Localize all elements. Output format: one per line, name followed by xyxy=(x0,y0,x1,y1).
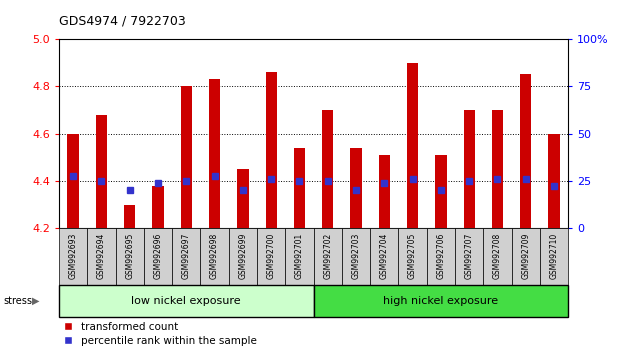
Text: GSM992702: GSM992702 xyxy=(324,233,332,279)
Bar xyxy=(548,134,560,228)
FancyBboxPatch shape xyxy=(512,228,540,285)
Bar xyxy=(266,72,277,228)
Text: GSM992695: GSM992695 xyxy=(125,233,134,279)
Text: GSM992694: GSM992694 xyxy=(97,233,106,279)
FancyBboxPatch shape xyxy=(201,228,229,285)
Text: GSM992710: GSM992710 xyxy=(550,233,558,279)
Bar xyxy=(68,134,79,228)
Text: GSM992703: GSM992703 xyxy=(351,233,361,279)
FancyBboxPatch shape xyxy=(370,228,399,285)
FancyBboxPatch shape xyxy=(314,228,342,285)
FancyBboxPatch shape xyxy=(399,228,427,285)
Bar xyxy=(492,110,503,228)
FancyBboxPatch shape xyxy=(59,285,314,317)
FancyBboxPatch shape xyxy=(483,228,512,285)
Text: GSM992708: GSM992708 xyxy=(493,233,502,279)
FancyBboxPatch shape xyxy=(427,228,455,285)
FancyBboxPatch shape xyxy=(59,228,88,285)
Text: low nickel exposure: low nickel exposure xyxy=(132,296,241,306)
Bar xyxy=(435,155,446,228)
Text: stress: stress xyxy=(3,296,32,306)
Bar xyxy=(294,148,305,228)
Bar xyxy=(520,74,532,228)
Text: GSM992698: GSM992698 xyxy=(210,233,219,279)
Text: GSM992707: GSM992707 xyxy=(465,233,474,279)
Text: GSM992693: GSM992693 xyxy=(69,233,78,279)
Text: GSM992706: GSM992706 xyxy=(437,233,445,279)
Bar xyxy=(350,148,361,228)
FancyBboxPatch shape xyxy=(314,285,568,317)
FancyBboxPatch shape xyxy=(116,228,144,285)
Bar xyxy=(96,115,107,228)
Text: high nickel exposure: high nickel exposure xyxy=(383,296,499,306)
Text: GSM992700: GSM992700 xyxy=(266,233,276,279)
FancyBboxPatch shape xyxy=(229,228,257,285)
Legend: transformed count, percentile rank within the sample: transformed count, percentile rank withi… xyxy=(64,322,256,346)
Text: GSM992701: GSM992701 xyxy=(295,233,304,279)
Text: GSM992704: GSM992704 xyxy=(380,233,389,279)
Text: ▶: ▶ xyxy=(32,296,40,306)
Text: GSM992696: GSM992696 xyxy=(153,233,163,279)
Bar xyxy=(181,86,192,228)
Bar xyxy=(407,63,419,228)
Text: GSM992709: GSM992709 xyxy=(521,233,530,279)
FancyBboxPatch shape xyxy=(257,228,285,285)
FancyBboxPatch shape xyxy=(285,228,314,285)
Bar xyxy=(209,79,220,228)
Bar xyxy=(237,169,248,228)
Text: GDS4974 / 7922703: GDS4974 / 7922703 xyxy=(59,15,186,28)
Bar xyxy=(463,110,475,228)
Bar xyxy=(124,205,135,228)
FancyBboxPatch shape xyxy=(455,228,483,285)
FancyBboxPatch shape xyxy=(144,228,172,285)
FancyBboxPatch shape xyxy=(540,228,568,285)
FancyBboxPatch shape xyxy=(342,228,370,285)
FancyBboxPatch shape xyxy=(172,228,201,285)
Text: GSM992699: GSM992699 xyxy=(238,233,247,279)
Text: GSM992697: GSM992697 xyxy=(182,233,191,279)
Bar xyxy=(322,110,333,228)
Bar xyxy=(379,155,390,228)
Bar xyxy=(152,186,164,228)
FancyBboxPatch shape xyxy=(88,228,116,285)
Text: GSM992705: GSM992705 xyxy=(408,233,417,279)
